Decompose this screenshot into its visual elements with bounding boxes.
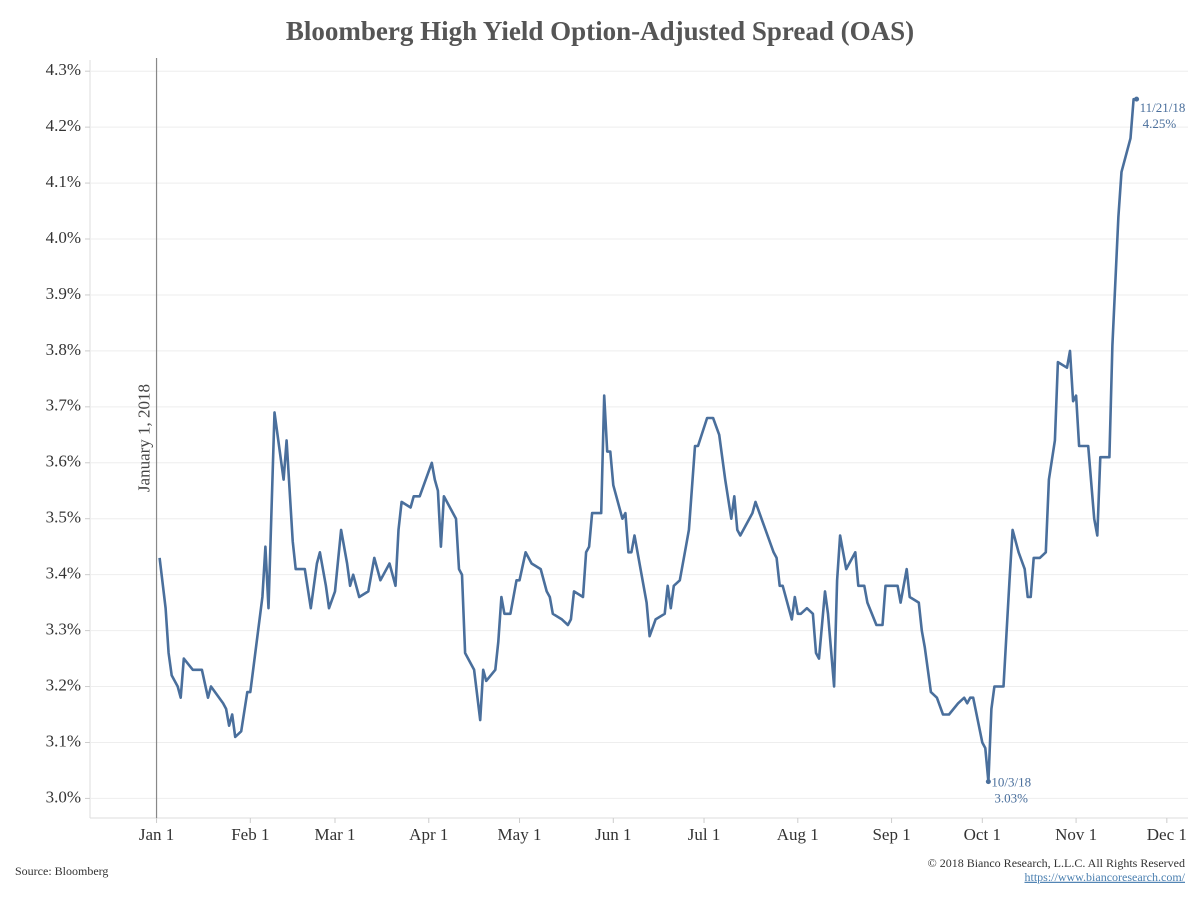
y-tick-label: 4.3% (46, 60, 81, 79)
x-tick-label: Jan 1 (139, 825, 174, 844)
y-tick-label: 3.5% (46, 508, 81, 527)
annotation-date: 11/21/18 (1140, 100, 1186, 115)
annotation-value: 4.25% (1143, 116, 1177, 131)
y-tick-label: 3.4% (46, 564, 81, 583)
annotation-date: 10/3/18 (991, 775, 1031, 790)
x-tick-label: Jun 1 (595, 825, 631, 844)
x-tick-label: Dec 1 (1147, 825, 1187, 844)
y-tick-label: 3.2% (46, 675, 81, 694)
y-tick-label: 4.0% (46, 228, 81, 247)
annotation-point (1134, 96, 1140, 102)
y-tick-label: 3.9% (46, 284, 81, 303)
x-tick-label: Apr 1 (409, 825, 448, 844)
y-tick-label: 3.7% (46, 396, 81, 415)
x-tick-label: Feb 1 (231, 825, 269, 844)
y-tick-label: 3.8% (46, 340, 81, 359)
data-line (158, 97, 1137, 783)
x-tick-label: Oct 1 (964, 825, 1001, 844)
copyright: © 2018 Bianco Research, L.L.C. All Right… (928, 856, 1185, 870)
y-tick-label: 4.2% (46, 116, 81, 135)
x-tick-label: Aug 1 (777, 825, 819, 844)
annotation-value: 3.03% (994, 791, 1028, 806)
y-tick-label: 3.1% (46, 731, 81, 750)
x-tick-label: Jul 1 (688, 825, 721, 844)
annotation-point (985, 779, 991, 785)
x-tick-label: Nov 1 (1055, 825, 1097, 844)
y-tick-label: 3.3% (46, 620, 81, 639)
y-tick-label: 4.1% (46, 172, 81, 191)
x-tick-label: May 1 (498, 825, 542, 844)
y-tick-label: 3.0% (46, 787, 81, 806)
website-link[interactable]: https://www.biancoresearch.com/ (1024, 870, 1185, 884)
x-tick-label: Sep 1 (872, 825, 910, 844)
x-tick-label: Mar 1 (314, 825, 355, 844)
source: Source: Bloomberg (15, 864, 108, 878)
reference-label: January 1, 2018 (134, 384, 153, 492)
chart-title: Bloomberg High Yield Option-Adjusted Spr… (286, 16, 914, 46)
y-tick-label: 3.6% (46, 452, 81, 471)
